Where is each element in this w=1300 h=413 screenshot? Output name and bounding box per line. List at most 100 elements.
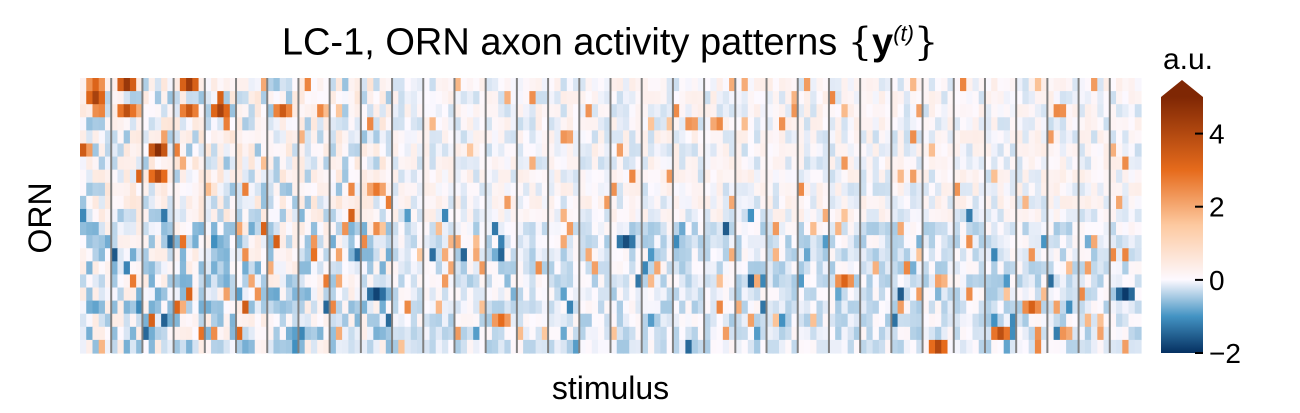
heatmap-cell: [498, 156, 505, 171]
heatmap-cell: [853, 117, 861, 131]
heatmap-cell: [129, 326, 137, 341]
heatmap-cell: [866, 143, 874, 158]
heatmap-cell: [535, 287, 543, 302]
heatmap-cell: [548, 130, 555, 145]
heatmap-cell: [672, 117, 680, 131]
heatmap-cell: [167, 248, 175, 262]
heatmap-cell: [922, 169, 930, 184]
heatmap-cell: [154, 222, 162, 236]
heatmap-cell: [928, 169, 936, 184]
heatmap-cell: [947, 208, 955, 223]
heatmap-cell: [779, 274, 786, 289]
heatmap-cell: [566, 222, 574, 236]
heatmap-cell: [385, 208, 393, 223]
heatmap-cell: [679, 287, 686, 302]
heatmap-cell: [760, 208, 768, 223]
heatmap-cell: [616, 91, 624, 105]
heatmap-cell: [978, 130, 986, 145]
heatmap-cell: [1009, 261, 1017, 276]
heatmap-cell: [323, 117, 331, 131]
heatmap-cell: [947, 222, 955, 236]
heatmap-cell: [317, 208, 324, 223]
heatmap-cell: [566, 130, 574, 145]
heatmap-cell: [242, 208, 250, 223]
heatmap-cell: [891, 300, 899, 315]
heatmap-cell: [491, 313, 499, 328]
heatmap-cell: [310, 339, 318, 354]
heatmap-cell: [672, 156, 680, 171]
heatmap-cell: [1072, 274, 1080, 289]
heatmap-cell: [710, 182, 718, 197]
heatmap-cell: [423, 339, 431, 354]
heatmap-cell: [679, 326, 686, 341]
heatmap-cell: [822, 274, 830, 289]
heatmap-cell: [117, 208, 125, 223]
heatmap-cell: [1103, 182, 1111, 197]
heatmap-cell: [1091, 313, 1098, 328]
heatmap-cell: [747, 222, 755, 236]
heatmap-cell: [916, 195, 924, 210]
heatmap-cell: [697, 274, 705, 289]
heatmap-cell: [672, 182, 680, 197]
heatmap-cell: [1009, 143, 1017, 158]
heatmap-cell: [779, 222, 786, 236]
heatmap-cell: [997, 169, 1005, 184]
heatmap-cell: [1053, 91, 1061, 105]
heatmap-cell: [98, 208, 106, 223]
heatmap-cell: [598, 313, 605, 328]
heatmap-cell: [398, 339, 406, 354]
heatmap-cell: [910, 195, 917, 210]
heatmap-cell: [417, 195, 424, 210]
heatmap-cell: [903, 313, 911, 328]
heatmap-cell: [1109, 222, 1117, 236]
heatmap-cell: [997, 300, 1005, 315]
heatmap-cell: [260, 208, 268, 223]
heatmap-cell: [310, 156, 318, 171]
heatmap-cell: [654, 156, 662, 171]
heatmap-cell: [972, 130, 980, 145]
heatmap-cell: [847, 117, 855, 131]
heatmap-cell: [1109, 274, 1117, 289]
heatmap-cell: [198, 130, 206, 145]
heatmap-cell: [616, 339, 624, 354]
heatmap-cell: [560, 326, 568, 341]
heatmap-cell: [984, 326, 992, 341]
heatmap-cell: [429, 195, 437, 210]
heatmap-cell: [641, 208, 649, 223]
heatmap-cell: [479, 143, 487, 158]
heatmap-cell: [1034, 156, 1042, 171]
heatmap-cell: [810, 339, 818, 354]
heatmap-cell: [972, 104, 980, 118]
heatmap-cell: [204, 287, 212, 302]
heatmap-cell: [1122, 339, 1130, 354]
heatmap-cell: [1078, 91, 1086, 105]
heatmap-cell: [454, 313, 462, 328]
heatmap-cell: [984, 195, 992, 210]
heatmap-cell: [1116, 313, 1123, 328]
heatmap-cell: [342, 248, 349, 262]
heatmap-cell: [279, 222, 287, 236]
heatmap-cell: [80, 169, 87, 184]
heatmap-cell: [666, 287, 674, 302]
heatmap-cell: [304, 313, 312, 328]
heatmap-cell: [1134, 104, 1142, 118]
heatmap-cell: [747, 143, 755, 158]
heatmap-cell: [92, 274, 100, 289]
heatmap-cell: [410, 274, 418, 289]
heatmap-cell: [236, 143, 243, 158]
heatmap-cell: [1078, 339, 1086, 354]
heatmap-cell: [498, 313, 505, 328]
heatmap-cell: [810, 222, 818, 236]
heatmap-cell: [1053, 261, 1061, 276]
heatmap-cell: [360, 156, 368, 171]
heatmap-cell: [454, 326, 462, 341]
heatmap-cell: [86, 91, 94, 105]
heatmap-cell: [960, 300, 967, 315]
heatmap-cell: [186, 326, 193, 341]
heatmap-cell: [310, 313, 318, 328]
heatmap-cell: [304, 130, 312, 145]
heatmap-cell: [242, 195, 250, 210]
heatmap-cell: [878, 313, 886, 328]
heatmap-cell: [1009, 130, 1017, 145]
heatmap-cell: [385, 117, 393, 131]
